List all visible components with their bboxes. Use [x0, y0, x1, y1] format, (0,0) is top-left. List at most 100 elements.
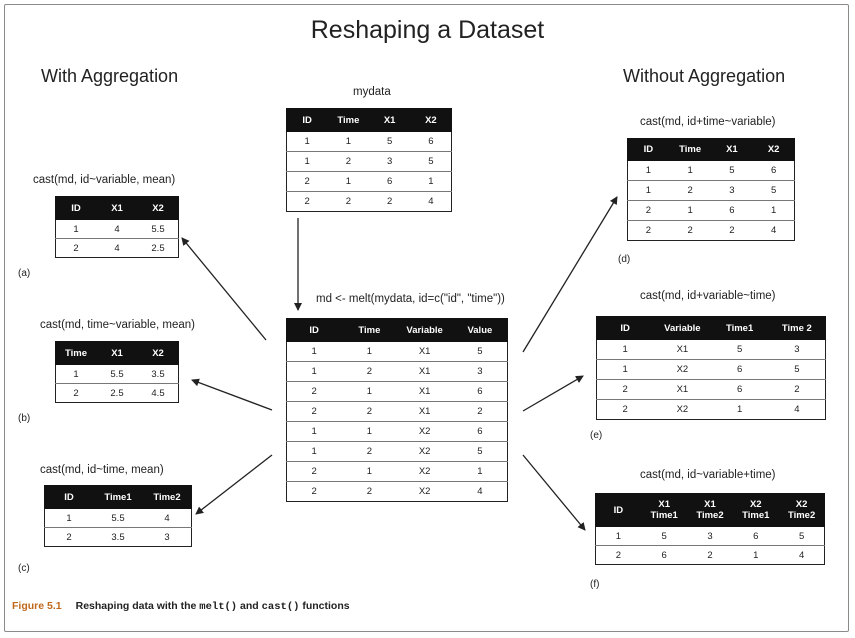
table-cell: 6	[710, 359, 769, 380]
column-header-text: Variable	[664, 322, 701, 334]
table-cell: 4	[96, 219, 138, 239]
table-cell: 2	[341, 481, 397, 502]
caption-text-1: Reshaping data with the	[75, 600, 200, 612]
table-f: ID X1 Time1 X1 Time2 X2 Time1 X2 Time2 1 5 3 6 5 2 6 2 1 4	[595, 493, 825, 565]
table-cell: X2	[396, 481, 453, 502]
column-header: X2 Time2	[778, 493, 825, 527]
table-cell: X1	[396, 401, 453, 422]
table-b: Time X1 X2 1 5.5 3.5 2 2.5 4.5	[55, 341, 179, 403]
caption-text-3: functions	[299, 600, 350, 612]
column-header: Time	[668, 138, 712, 161]
table-cell: 5	[778, 526, 825, 546]
table-cell: X1	[396, 381, 453, 402]
table-cell: 1	[285, 441, 342, 462]
table-cell: 2	[627, 200, 670, 221]
table-row: 2 2.5 4.5	[55, 383, 179, 403]
table-header-row: Time X1 X2	[55, 341, 179, 365]
table-header-row: ID X1 Time1 X1 Time2 X2 Time1 X2 Time2	[595, 493, 825, 527]
table-cell: 5	[710, 339, 769, 360]
column-header: X1	[96, 341, 138, 365]
table-cell: 2.5	[96, 383, 138, 403]
column-header-text: X1	[111, 202, 123, 214]
table-cell: 3	[142, 527, 192, 547]
table-cell: 1	[341, 381, 397, 402]
table-header-row: ID Time X1 X2	[627, 138, 795, 161]
column-header: X2	[137, 196, 179, 220]
column-header: X2	[752, 138, 795, 161]
column-header: Time 2	[767, 316, 827, 340]
table-cell: 1	[732, 545, 779, 565]
table-cell: 6	[732, 526, 779, 546]
table-row: 2 X1 6 2	[595, 379, 827, 400]
table-cell: 6	[451, 421, 509, 442]
column-header-text: ID	[643, 144, 654, 155]
table-cell: 1	[44, 508, 94, 528]
column-header-text: X2	[152, 202, 164, 214]
table-row: 1 5.5 4	[44, 508, 192, 528]
label-cast-b: cast(md, time~variable, mean)	[40, 319, 195, 331]
table-cell: 1	[285, 421, 342, 442]
table-cell: 1	[668, 160, 711, 181]
column-header-text: ID	[71, 202, 81, 214]
column-header: X1 Time2	[686, 493, 734, 527]
column-header: X1	[710, 138, 754, 161]
table-melted: ID Time Variable Value 1 1 X1 5 1 2 X1 3 2 1 X1 6 2 2 X1 2 1…	[285, 318, 509, 502]
label-melt: md <- melt(mydata, id=c("id", "time"))	[316, 293, 505, 305]
column-header-text: Time2	[787, 510, 816, 521]
table-cell: 2	[285, 481, 342, 502]
table-cell: 5	[752, 180, 795, 201]
table-cell: 1	[285, 341, 342, 362]
table-cell: 2	[451, 401, 509, 422]
table-cell: 5.5	[137, 219, 179, 239]
table-cell: 2	[341, 441, 397, 462]
column-header-text: ID	[620, 322, 630, 334]
caption-text-2: and	[237, 600, 262, 612]
table-e: ID Variable Time1 Time 2 1 X1 5 3 1 X2 6 5 2 X1 6 2 2 X2 1…	[595, 316, 827, 420]
column-header-text: Time2	[696, 510, 724, 521]
table-cell: 4	[767, 399, 827, 420]
arrow-to-d	[522, 196, 618, 353]
table-cell: 2	[285, 191, 328, 212]
table-cell: 6	[710, 379, 769, 400]
table-row: 2 1 X2 1	[285, 461, 509, 482]
table-cell: 2	[595, 379, 654, 400]
table-cell: 6	[640, 545, 688, 565]
table-cell: 2	[710, 220, 753, 241]
table-header-row: ID X1 X2	[55, 196, 179, 220]
column-header-text: Variable	[406, 324, 443, 336]
table-cell: 2	[668, 220, 711, 241]
table-cell: 2	[595, 545, 642, 565]
column-header-text: ID	[64, 491, 74, 503]
table-row: 2 4 2.5	[55, 238, 179, 258]
column-header: X2 Time1	[732, 493, 780, 527]
column-header-text: X1	[658, 499, 670, 510]
column-header-text: Time	[64, 347, 87, 359]
table-cell: 3.5	[93, 527, 143, 547]
table-cell: 5	[451, 441, 509, 462]
table-cell: 1	[710, 399, 769, 420]
column-header-text: Time1	[650, 510, 678, 521]
table-cell: 2	[55, 238, 97, 258]
table-cell: X1	[396, 361, 453, 382]
table-cell: X2	[653, 359, 711, 380]
table-cell: 4	[451, 481, 509, 502]
table-cell: X1	[653, 339, 711, 360]
column-header-text: Time	[337, 114, 360, 126]
table-cell: 6	[409, 131, 453, 152]
table-row: 1 X1 5 3	[595, 339, 827, 360]
table-cell: 4	[752, 220, 795, 241]
table-cell: 4	[409, 191, 453, 212]
table-cell: 4	[96, 238, 138, 258]
table-row: 2 2 X2 4	[285, 481, 509, 502]
table-cell: X1	[396, 341, 453, 362]
column-header-text: Time	[358, 324, 381, 336]
table-cell: 2	[327, 151, 369, 172]
